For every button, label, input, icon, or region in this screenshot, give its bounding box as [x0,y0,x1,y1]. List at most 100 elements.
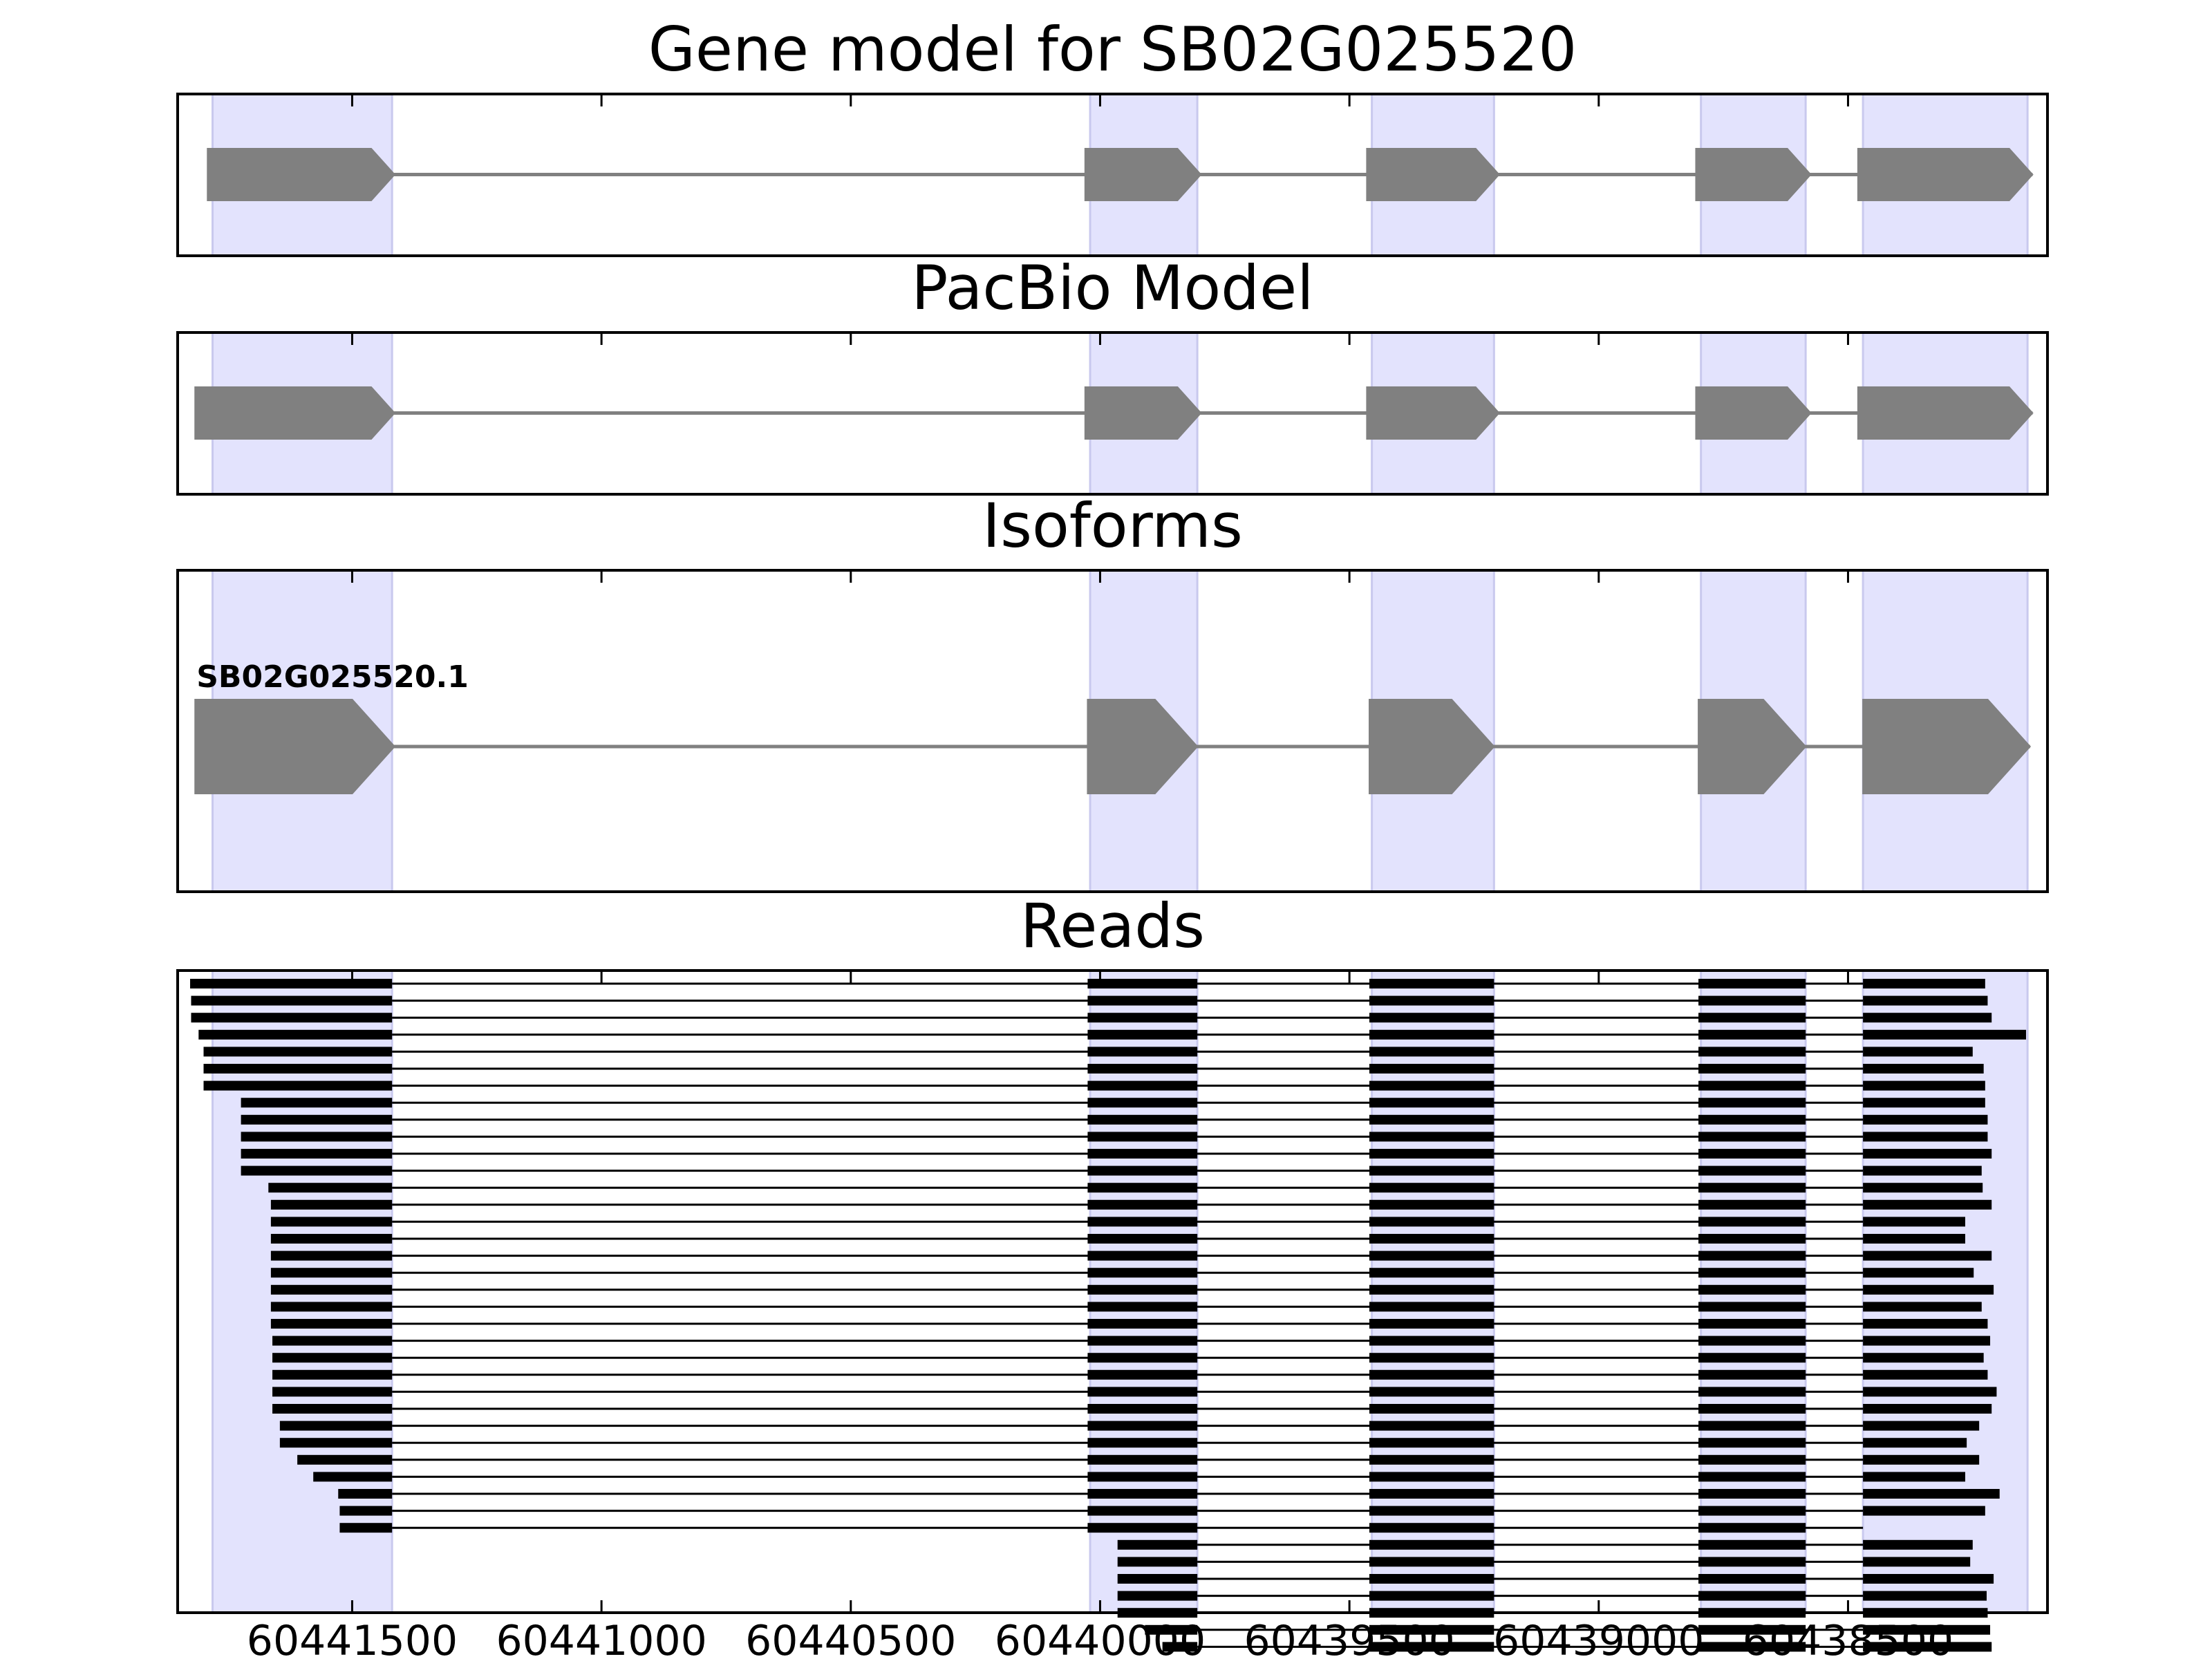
read-block [1698,995,1806,1006]
read-block [1698,1234,1806,1244]
read-block [1369,1080,1494,1091]
read-block [1369,1047,1494,1057]
read-block [270,1268,393,1278]
read-block [1369,1642,1494,1652]
read-block [268,1183,393,1193]
read-block [1087,1387,1198,1397]
read-block [1369,1302,1494,1312]
exon-arrow [1084,386,1202,440]
content-layer [190,148,2034,1652]
read-block [1863,1284,1994,1295]
exon-arrow [1857,148,2034,201]
read-block [270,1234,393,1244]
read-block [1087,1454,1198,1465]
read-block [1369,1335,1494,1346]
x-tick-label: 60441000 [496,1617,706,1659]
read-block [1698,1064,1806,1074]
read-block [1863,1624,1991,1635]
read-block [1698,1080,1806,1091]
read-block [1863,1369,1988,1380]
read-block [1698,1199,1806,1210]
read-block [1698,1624,1806,1635]
panel-title: Reads [1020,890,1205,962]
x-tick-label: 60441500 [247,1617,458,1659]
read-block [1863,1335,1991,1346]
read-block [1369,1454,1494,1465]
read-block [1087,1523,1198,1533]
read-block [1369,1387,1494,1397]
read-block [1863,1404,1992,1414]
x-tick-label: 60439500 [1244,1617,1454,1659]
read-block [1087,1335,1198,1346]
panel-frame [176,93,2049,257]
panel-frame [176,969,2049,1614]
read-block [1863,1047,1973,1057]
read-block [1863,1114,1988,1125]
read-block [1369,1591,1494,1601]
read-block [1863,1574,1994,1584]
read-block [1087,1165,1198,1176]
read-block [1863,979,1985,988]
read-block [1698,1029,1806,1040]
read-block [1698,1284,1806,1295]
read-block [272,1387,393,1397]
read-block [241,1114,393,1125]
read-block [1698,1149,1806,1159]
read-block [203,1064,393,1074]
read-block [1863,1268,1974,1278]
read-block [1698,1506,1806,1516]
read-block [270,1199,393,1210]
exon-arrow [1368,699,1495,794]
read-block [1162,1642,1198,1652]
read-block [313,1472,393,1482]
read-block [1698,1353,1806,1363]
read-block [1863,1557,1971,1567]
read-block [1087,1064,1198,1074]
read-block [1369,1353,1494,1363]
read-block [1863,1421,1980,1431]
read-block [1698,1574,1806,1584]
exon-arrow [1084,148,1202,201]
read-block [1087,1489,1198,1499]
read-block [1087,979,1198,988]
read-block [1087,1080,1198,1091]
read-block [1698,1454,1806,1465]
exon-arrow [194,699,396,794]
read-block [1369,979,1494,988]
read-block [1369,995,1494,1006]
read-block [1863,1353,1984,1363]
read-block [1863,1506,1985,1516]
read-block [1369,1438,1494,1448]
exon-arrow [1366,148,1500,201]
read-block [1698,1489,1806,1499]
exon-arrow [194,386,396,440]
read-block [241,1132,393,1142]
x-tick-label: 60439000 [1493,1617,1704,1659]
read-block [1087,1472,1198,1482]
read-block [1117,1557,1198,1567]
read-block [1369,1199,1494,1210]
exon-arrow [1087,699,1199,794]
read-block [1369,1472,1494,1482]
read-block [1698,1557,1806,1567]
x-tick-label: 60438500 [1743,1617,1953,1659]
panel-title: Gene model for SB02G025520 [648,14,1577,85]
read-block [1369,1064,1494,1074]
read-block [191,1013,393,1023]
read-block [1863,1454,1980,1465]
read-block [270,1302,393,1312]
read-block [1698,1183,1806,1193]
read-block [1863,1098,1985,1108]
read-block [1369,1029,1494,1040]
exon-arrow [207,148,396,201]
read-block [1369,1098,1494,1108]
read-block [1863,1234,1965,1244]
read-block [1087,1421,1198,1431]
read-block [1087,1234,1198,1244]
read-block [1863,1217,1965,1227]
read-block [1369,1132,1494,1142]
read-block [1698,1217,1806,1227]
read-block [1087,1353,1198,1363]
read-block [1863,1149,1992,1159]
read-block [1369,1539,1494,1550]
